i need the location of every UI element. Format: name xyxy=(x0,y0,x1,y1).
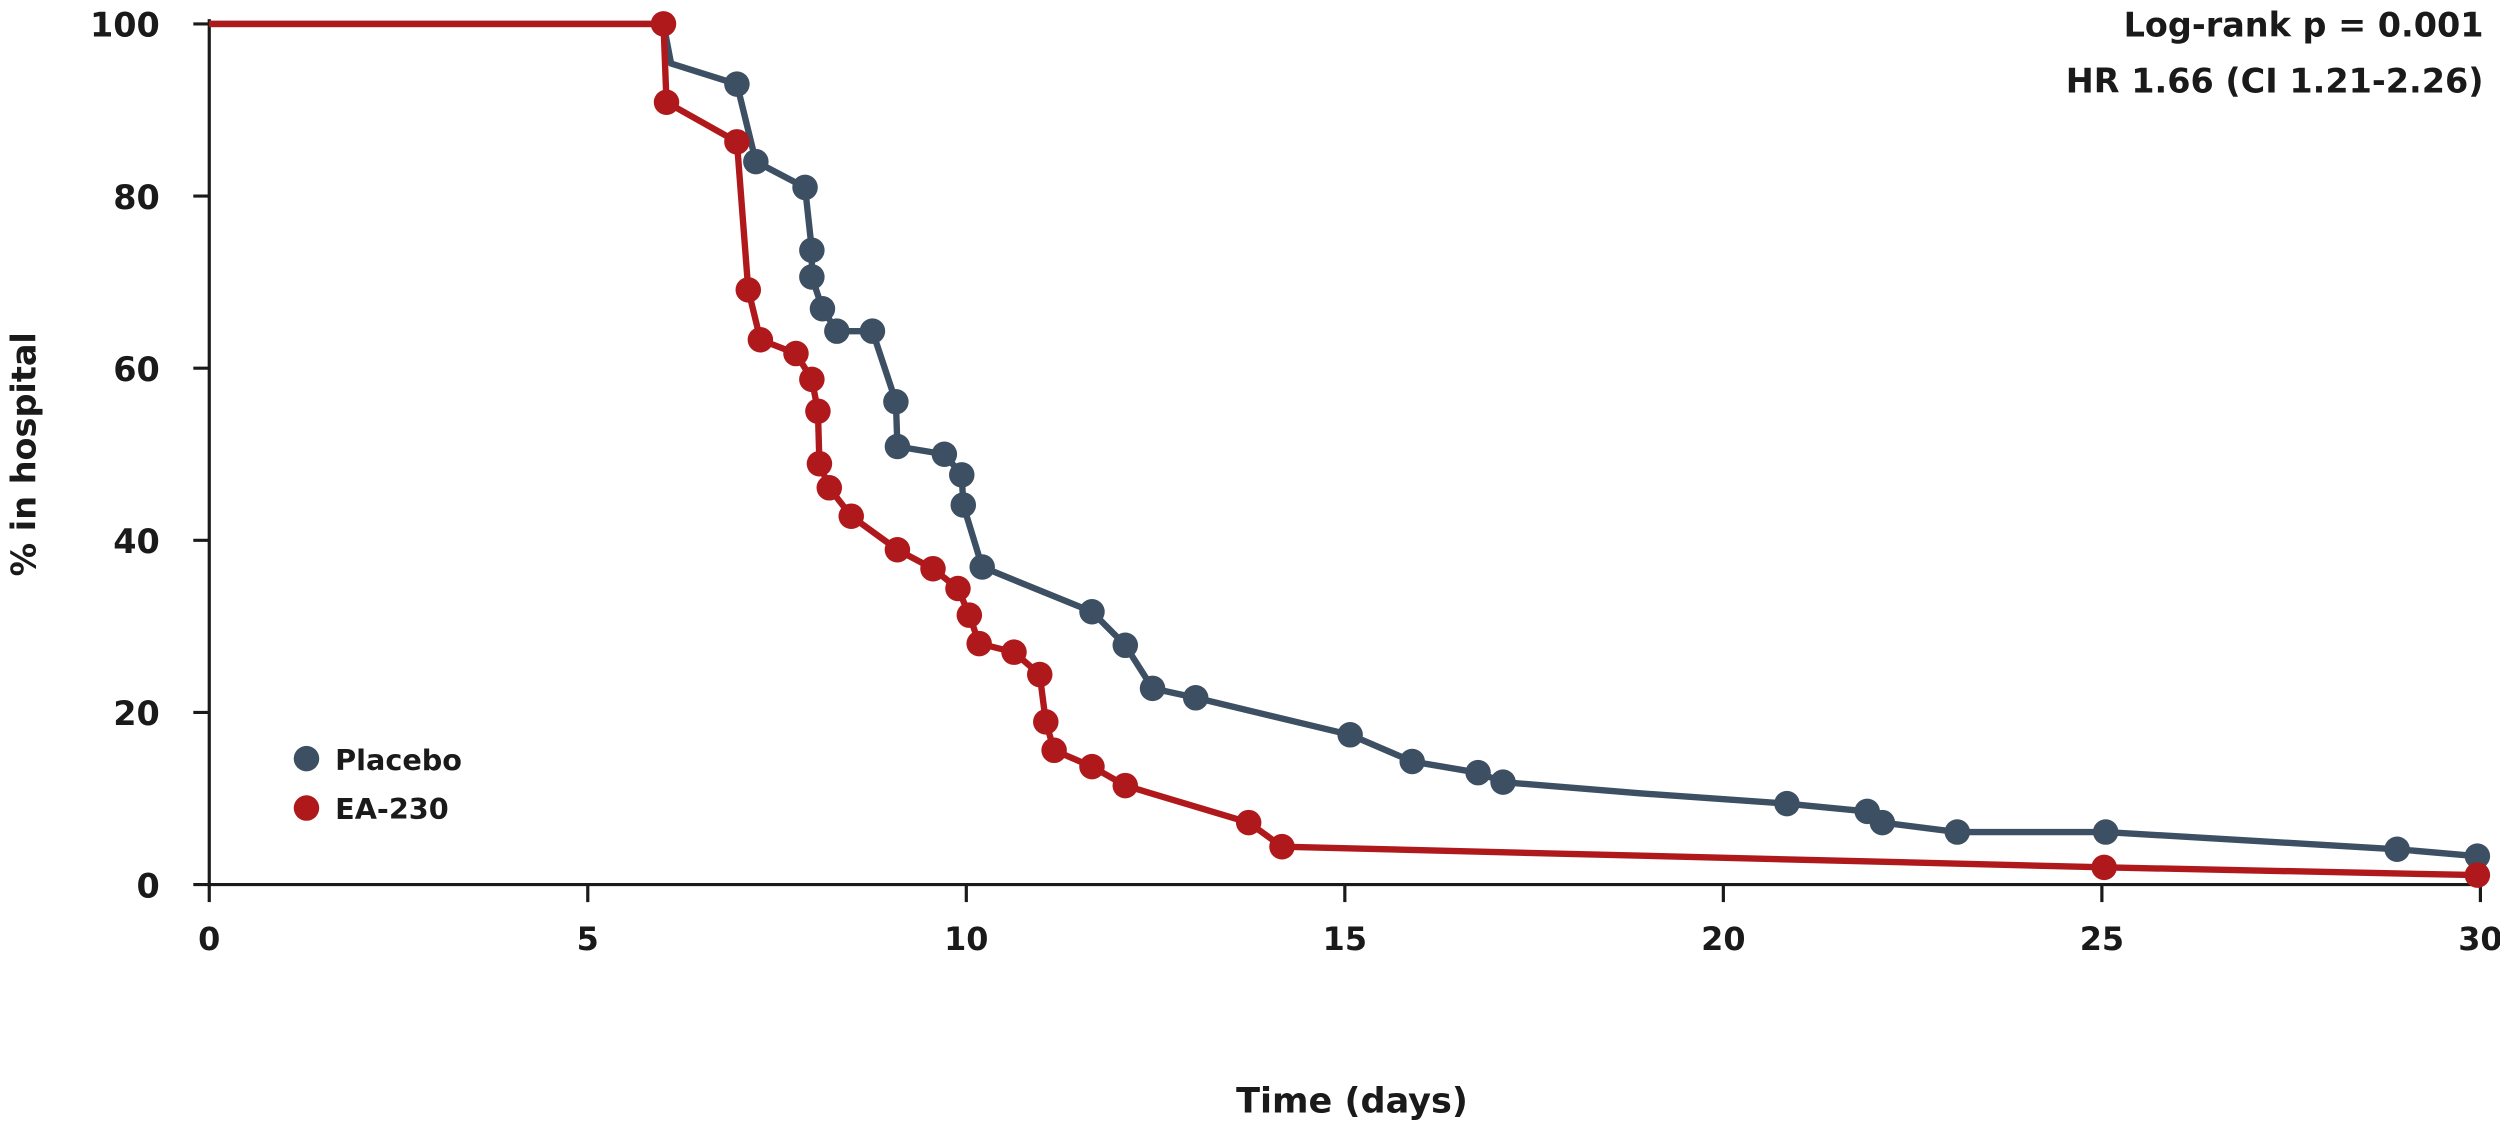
data-point-ea230 xyxy=(650,11,677,37)
data-point-placebo xyxy=(859,318,886,344)
data-point-placebo xyxy=(1399,748,1425,775)
legend: Placebo EA-230 xyxy=(293,743,462,826)
data-point-ea230 xyxy=(653,89,680,115)
y-tick-label: 40 xyxy=(113,522,160,561)
data-point-ea230 xyxy=(747,327,774,353)
data-point-placebo xyxy=(1079,598,1105,625)
data-point-placebo xyxy=(883,388,909,415)
x-axis-label: Time (days) xyxy=(1236,1080,1468,1121)
data-point-placebo xyxy=(1869,809,1896,836)
data-point-placebo xyxy=(884,433,911,460)
data-point-placebo xyxy=(2464,843,2491,869)
data-point-placebo xyxy=(1490,769,1516,795)
data-point-placebo xyxy=(1139,675,1166,702)
x-tick-label: 0 xyxy=(198,920,220,958)
series-line-ea230 xyxy=(209,20,2478,879)
data-point-placebo xyxy=(1944,819,1971,845)
x-tick-label: 20 xyxy=(1701,920,1745,958)
series-ea230 xyxy=(209,11,2491,888)
x-tick-label: 15 xyxy=(1323,920,1367,958)
y-tick-label: 20 xyxy=(113,694,160,733)
data-point-ea230 xyxy=(1269,833,1295,860)
data-point-placebo xyxy=(743,148,769,175)
data-point-placebo xyxy=(1774,790,1800,817)
data-point-ea230 xyxy=(1079,753,1105,780)
x-tick-label: 30 xyxy=(2458,920,2500,958)
data-point-ea230 xyxy=(2091,854,2117,881)
data-point-ea230 xyxy=(724,129,750,155)
data-point-placebo xyxy=(2092,819,2119,845)
data-point-ea230 xyxy=(2464,862,2491,888)
data-point-ea230 xyxy=(806,450,833,477)
data-point-placebo xyxy=(931,441,958,467)
data-point-placebo xyxy=(799,264,825,290)
data-point-ea230 xyxy=(1112,772,1139,799)
data-point-ea230 xyxy=(945,575,971,602)
x-tick-label: 25 xyxy=(2080,920,2124,958)
data-point-ea230 xyxy=(1235,809,1262,836)
y-tick-label: 100 xyxy=(90,6,160,45)
data-point-ea230 xyxy=(783,340,809,367)
data-point-ea230 xyxy=(838,503,864,529)
y-tick-label: 80 xyxy=(113,178,160,217)
data-point-ea230 xyxy=(884,537,911,563)
legend-label-ea230: EA-230 xyxy=(335,792,449,826)
data-point-ea230 xyxy=(816,475,843,501)
data-point-ea230 xyxy=(920,555,946,582)
axes xyxy=(207,19,2483,887)
legend-marker-placebo xyxy=(293,745,320,772)
annotation-logrank: Log-rank p = 0.001 xyxy=(2124,6,2484,45)
data-point-ea230 xyxy=(799,366,825,393)
data-point-placebo xyxy=(950,492,977,518)
y-tick-label: 60 xyxy=(113,350,160,389)
data-point-placebo xyxy=(949,462,975,488)
data-point-placebo xyxy=(799,237,825,264)
data-point-placebo xyxy=(1112,632,1139,659)
data-point-ea230 xyxy=(1041,737,1067,764)
data-point-placebo xyxy=(2384,836,2410,863)
data-point-ea230 xyxy=(1026,661,1053,688)
x-tick-label: 5 xyxy=(577,920,599,958)
data-point-placebo xyxy=(809,296,836,322)
data-point-ea230 xyxy=(1001,639,1027,665)
x-tick-label: 10 xyxy=(944,920,988,958)
data-point-ea230 xyxy=(735,277,762,303)
series-placebo xyxy=(209,20,2491,869)
y-tick-label: 0 xyxy=(137,866,160,905)
data-point-placebo xyxy=(1337,722,1363,748)
data-point-ea230 xyxy=(1033,709,1059,735)
data-point-ea230 xyxy=(805,398,831,424)
data-point-placebo xyxy=(1182,685,1209,711)
legend-marker-ea230 xyxy=(293,795,320,821)
annotation-hr: HR 1.66 (CI 1.21-2.26) xyxy=(2066,61,2484,100)
data-point-placebo xyxy=(792,174,818,201)
y-axis-label: % in hospital xyxy=(5,332,44,576)
data-point-placebo xyxy=(724,71,750,97)
data-point-placebo xyxy=(969,554,995,580)
data-point-ea230 xyxy=(956,602,983,628)
data-point-ea230 xyxy=(966,630,992,657)
data-point-placebo xyxy=(824,318,850,344)
legend-label-placebo: Placebo xyxy=(335,743,462,777)
data-point-placebo xyxy=(1465,759,1491,786)
